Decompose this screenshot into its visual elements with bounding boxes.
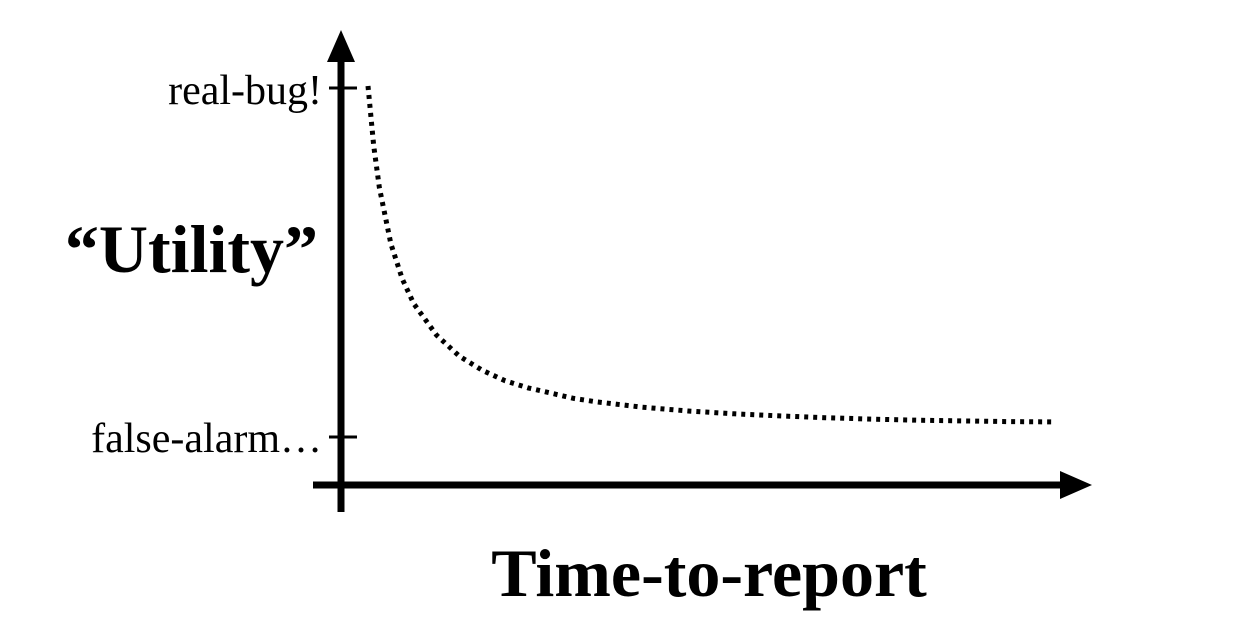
utility-curve bbox=[365, 85, 1055, 425]
axes bbox=[313, 30, 1092, 512]
x-axis-arrowhead bbox=[1060, 471, 1092, 499]
y-tick-label-real-bug: real-bug! bbox=[168, 68, 322, 114]
y-tick-label-false-alarm: false-alarm… bbox=[91, 416, 322, 462]
x-axis-title: Time-to-report bbox=[491, 535, 927, 611]
y-axis-title: “Utility” bbox=[65, 211, 318, 287]
y-axis-arrowhead bbox=[327, 30, 355, 62]
labels: real-bug! false-alarm… “Utility” Time-to… bbox=[65, 68, 927, 611]
